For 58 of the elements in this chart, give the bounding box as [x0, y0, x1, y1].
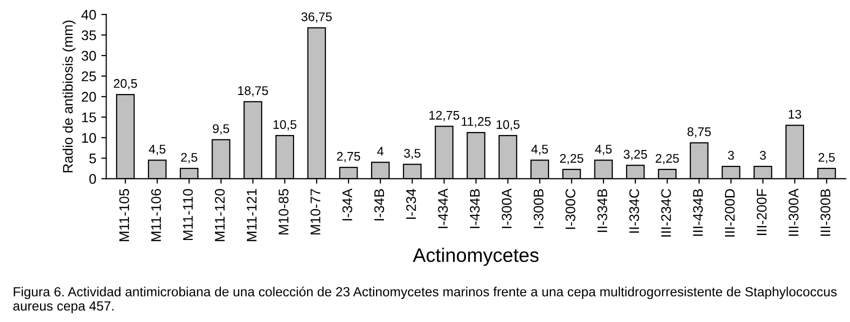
- x-tick-label: I-234: [406, 188, 416, 219]
- data-label: 10,5: [496, 120, 520, 130]
- data-label: 4: [377, 146, 384, 156]
- y-tick-label: 35: [82, 30, 96, 40]
- data-label: 3: [728, 150, 734, 160]
- data-label: 2,25: [560, 154, 584, 164]
- x-tick-label: I-34B: [374, 189, 384, 220]
- x-tick-label: I-434B: [470, 189, 480, 228]
- x-tick-label: III-234C: [661, 188, 671, 237]
- x-tick-label: II-334C: [629, 188, 640, 233]
- data-label: 12,75: [429, 110, 460, 122]
- x-tick-label: M10-85: [278, 189, 288, 234]
- data-label: 2,5: [181, 152, 198, 164]
- x-tick-label: M11-120: [214, 188, 225, 242]
- x-tick-label: M11-105: [119, 189, 130, 242]
- y-tick-label: 20: [82, 92, 96, 102]
- y-tick-label: 25: [82, 71, 96, 82]
- data-label: 2,25: [656, 154, 679, 164]
- data-label: 4,5: [148, 144, 166, 156]
- x-tick-label: I-434A: [438, 188, 448, 228]
- x-tick-label: III-200D: [724, 189, 735, 237]
- y-tick-label: 30: [82, 50, 96, 61]
- data-label: 20,5: [114, 79, 138, 90]
- x-tick-label: M11-106: [151, 189, 161, 242]
- y-tick-label: 5: [89, 154, 96, 164]
- x-tick-label: III-300B: [820, 189, 830, 236]
- data-label: 10,5: [274, 120, 296, 130]
- data-label: 11,25: [462, 117, 491, 128]
- x-tick-label: I-300A: [502, 188, 512, 228]
- data-label: 8,75: [688, 127, 711, 138]
- x-axis-title: Actinomycetes: [412, 248, 539, 266]
- data-label: 18,75: [238, 86, 268, 97]
- y-tick-label: 0: [89, 174, 96, 184]
- x-tick-label: II-334B: [597, 189, 608, 232]
- data-label: 9,5: [212, 124, 230, 135]
- x-tick-label: I-300B: [534, 189, 544, 228]
- data-label: 2,5: [818, 152, 835, 164]
- data-label: 3,25: [624, 150, 648, 160]
- data-label: 3,5: [404, 148, 420, 160]
- y-tick-label: 15: [82, 112, 96, 122]
- data-label: 36,75: [301, 12, 332, 23]
- y-axis-title: Radio de antibiosis (mm): [62, 20, 76, 172]
- data-label: 2,75: [336, 152, 360, 162]
- y-tick-label: 40: [81, 10, 96, 20]
- x-tick-label: I-34A: [342, 188, 352, 220]
- data-label: 4,5: [595, 144, 612, 156]
- x-tick-label: I-300C: [566, 188, 576, 229]
- x-tick-label: III-300A: [788, 188, 798, 236]
- x-tick-label: III-200F: [756, 188, 767, 236]
- x-tick-label: M10-77: [310, 189, 320, 234]
- x-tick-label: III-434B: [693, 189, 703, 236]
- data-label: 3: [760, 150, 766, 160]
- text: Figura 6. Actividad antimicrobiana de una colección de 23 Actinomycetes marinos frente a una cepa multidrogorresistente de Staphylococcus aureus cepa 457.: [13, 286, 837, 314]
- data-label: 4,5: [531, 144, 548, 156]
- x-tick-label: M11-110: [183, 188, 193, 240]
- y-tick-label: 10: [82, 132, 96, 143]
- x-tick-label: M11-121: [246, 189, 256, 242]
- data-label: 13: [788, 110, 802, 119]
